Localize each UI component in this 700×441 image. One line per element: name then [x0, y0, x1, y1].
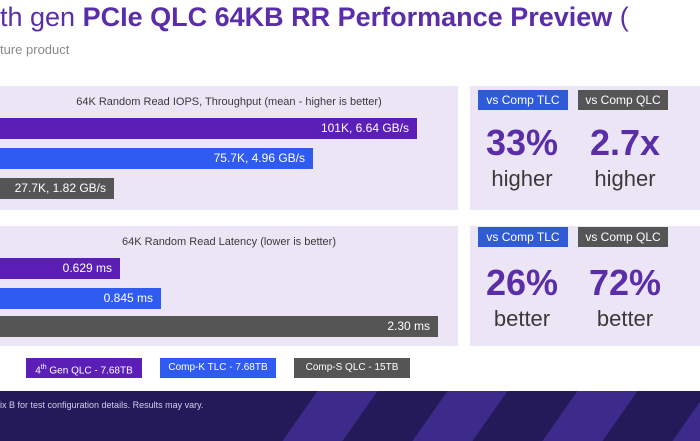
tlc-iops-gain: 33%	[485, 122, 559, 163]
latency-bar-0: 0.629 ms	[0, 258, 120, 279]
iops-bar-0: 101K, 6.64 GB/s	[0, 118, 417, 139]
vs-qlc-tag: vs Comp QLC	[578, 90, 668, 110]
iops-stats-panel: vs Comp TLC vs Comp QLC 33% 2.7x higher …	[470, 86, 700, 210]
qlc-iops-gain: 2.7x	[589, 122, 661, 163]
iops-chart-panel: 64K Random Read IOPS, Throughput (mean -…	[0, 86, 458, 210]
qlc-iops-word: higher	[594, 166, 656, 191]
legend-comp-k-tlc: Comp-K TLC - 7.68TB	[160, 358, 276, 378]
qlc-latency-gain: 72%	[588, 262, 662, 303]
page-subtitle: ture product	[0, 42, 70, 57]
title-main: PCIe QLC 64KB RR Performance Preview	[82, 2, 613, 32]
latency-stats-panel: vs Comp TLC vs Comp QLC 26% 72% better b…	[470, 226, 700, 346]
legend-comp-s-qlc: Comp-S QLC - 15TB	[294, 358, 410, 378]
title-prefix: th gen	[0, 2, 83, 32]
vs-tlc-tag: vs Comp TLC	[478, 227, 568, 247]
latency-bar-2: 2.30 ms	[0, 316, 438, 337]
vs-qlc-tag: vs Comp QLC	[578, 227, 668, 247]
iops-bar-label-2: 27.7K, 1.82 GB/s	[14, 181, 106, 195]
tlc-iops-word: higher	[491, 166, 553, 191]
qlc-latency-word: better	[596, 306, 654, 331]
iops-bar-1: 75.7K, 4.96 GB/s	[0, 148, 313, 169]
latency-bar-1: 0.845 ms	[0, 288, 161, 309]
latency-bar-label-0: 0.629 ms	[62, 261, 112, 275]
page-title: th gen PCIe QLC 64KB RR Performance Prev…	[0, 2, 629, 33]
latency-chart-panel: 64K Random Read Latency (lower is better…	[0, 226, 458, 346]
iops-bar-label-0: 101K, 6.64 GB/s	[320, 121, 409, 135]
iops-bar-2: 27.7K, 1.82 GB/s	[0, 178, 114, 199]
iops-bar-label-1: 75.7K, 4.96 GB/s	[213, 151, 305, 165]
title-suffix: (	[612, 2, 629, 32]
tlc-latency-gain: 26%	[485, 262, 559, 303]
latency-chart-title: 64K Random Read Latency (lower is better…	[122, 236, 336, 248]
latency-bar-label-2: 2.30 ms	[387, 319, 430, 333]
footnote: ix B for test configuration details. Res…	[0, 400, 204, 410]
iops-chart-title: 64K Random Read IOPS, Throughput (mean -…	[76, 96, 382, 108]
vs-tlc-tag: vs Comp TLC	[478, 90, 568, 110]
legend-4th-gen-qlc: 4th Gen QLC - 7.68TB	[26, 358, 142, 378]
tlc-latency-word: better	[493, 306, 551, 331]
footer-band	[0, 391, 700, 441]
latency-bar-label-1: 0.845 ms	[103, 291, 153, 305]
